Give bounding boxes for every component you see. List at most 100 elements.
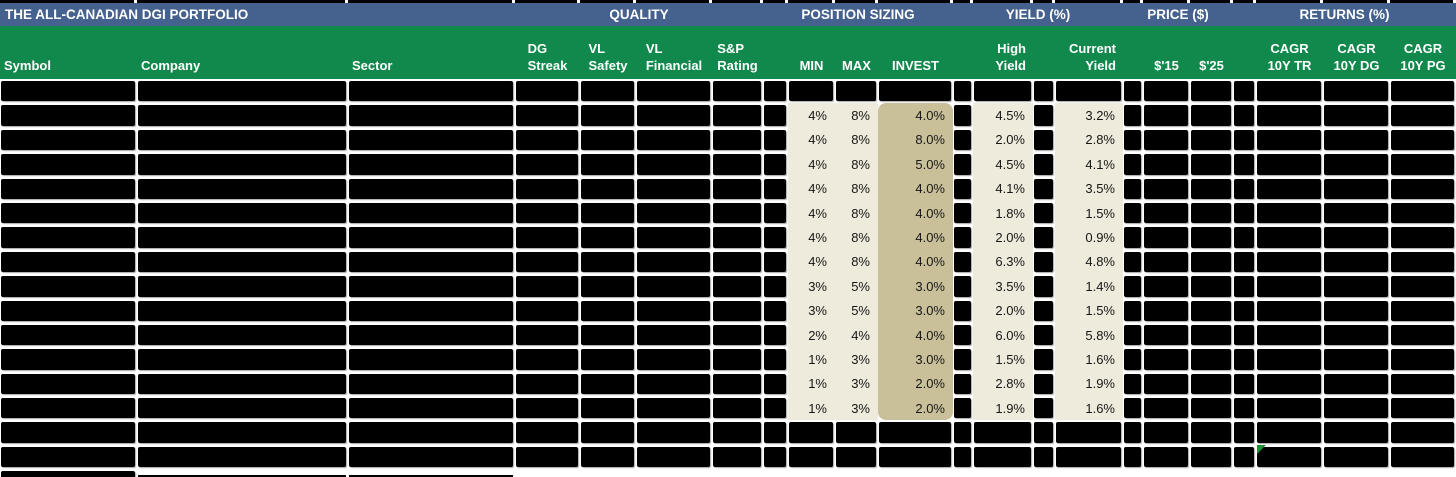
cell-current-yield[interactable]: 1.6% bbox=[1085, 400, 1115, 416]
cell-high-yield[interactable]: 1.5% bbox=[973, 347, 1033, 372]
cell-invest[interactable]: 4.0% bbox=[915, 205, 945, 221]
clipped-cell-sector[interactable] bbox=[348, 469, 515, 477]
redacted-cell-cagr-10y-pg[interactable] bbox=[1390, 298, 1456, 323]
cell-invest[interactable]: 5.0% bbox=[915, 156, 945, 172]
redacted-cell-vl-safety[interactable] bbox=[580, 103, 636, 128]
redacted-cell-gap-c[interactable] bbox=[1033, 444, 1055, 470]
redacted-cell-gap-d[interactable] bbox=[1123, 322, 1143, 348]
cell-current-yield[interactable]: 4.8% bbox=[1055, 249, 1123, 275]
redacted-cell-gap-b[interactable] bbox=[953, 176, 973, 201]
cell-high-yield[interactable]: 1.9% bbox=[973, 396, 1033, 421]
cell-high-yield[interactable]: 4.5% bbox=[995, 156, 1025, 172]
redacted-cell-cagr-10y-dg[interactable] bbox=[1323, 347, 1390, 372]
redacted-cell-sector[interactable] bbox=[348, 225, 515, 250]
cell-max[interactable]: 8% bbox=[835, 249, 878, 275]
redacted-cell-cagr-10y-tr[interactable] bbox=[1256, 176, 1323, 201]
redacted-cell-price-2025[interactable] bbox=[1190, 249, 1233, 275]
redacted-cell-current-yield[interactable] bbox=[1055, 79, 1123, 104]
cell-high-yield[interactable]: 6.3% bbox=[995, 254, 1025, 270]
cell-min[interactable]: 3% bbox=[808, 303, 827, 319]
redacted-cell-company[interactable] bbox=[137, 298, 348, 323]
redacted-cell-vl-financial[interactable] bbox=[636, 200, 712, 226]
redacted-cell-gap-a[interactable] bbox=[763, 176, 788, 201]
cell-invest[interactable]: 3.0% bbox=[915, 303, 945, 319]
redacted-cell-gap-c[interactable] bbox=[1033, 79, 1055, 104]
redacted-cell-gap-c[interactable] bbox=[1033, 127, 1055, 153]
redacted-cell-gap-e[interactable] bbox=[1233, 347, 1256, 372]
redacted-cell-gap-e[interactable] bbox=[1233, 225, 1256, 250]
clipped-cell-max[interactable] bbox=[835, 469, 878, 477]
redacted-cell-gap-c[interactable] bbox=[1033, 225, 1055, 250]
cell-invest[interactable]: 3.0% bbox=[878, 298, 953, 323]
redacted-cell-price-2025[interactable] bbox=[1190, 347, 1233, 372]
cell-invest[interactable]: 2.0% bbox=[915, 400, 945, 416]
cell-invest[interactable]: 8.0% bbox=[915, 132, 945, 148]
redacted-cell-gap-e[interactable] bbox=[1233, 176, 1256, 201]
redacted-cell-sector[interactable] bbox=[348, 249, 515, 275]
cell-current-yield[interactable]: 1.5% bbox=[1055, 200, 1123, 226]
redacted-cell-price-2015[interactable] bbox=[1143, 347, 1190, 372]
redacted-cell-price-2015[interactable] bbox=[1143, 322, 1190, 348]
redacted-cell-vl-financial[interactable] bbox=[636, 249, 712, 275]
redacted-cell-symbol[interactable] bbox=[0, 200, 137, 226]
redacted-cell-gap-c[interactable] bbox=[1033, 347, 1055, 372]
redacted-cell-gap-d[interactable] bbox=[1123, 298, 1143, 323]
cell-invest[interactable]: 4.0% bbox=[878, 322, 953, 348]
cell-current-yield[interactable]: 1.6% bbox=[1055, 396, 1123, 421]
redacted-cell-gap-c[interactable] bbox=[1033, 322, 1055, 348]
cell-min[interactable]: 4% bbox=[788, 103, 835, 128]
redacted-cell-company[interactable] bbox=[137, 396, 348, 421]
redacted-cell-dg-streak[interactable] bbox=[515, 103, 580, 128]
cell-max[interactable]: 8% bbox=[851, 205, 870, 221]
cell-min[interactable]: 4% bbox=[788, 127, 835, 153]
redacted-cell-min[interactable] bbox=[788, 444, 835, 470]
cell-current-yield[interactable]: 4.8% bbox=[1085, 254, 1115, 270]
redacted-cell-gap-e[interactable] bbox=[1233, 274, 1256, 299]
redacted-cell-price-2015[interactable] bbox=[1143, 200, 1190, 226]
clipped-cell-gap-e[interactable] bbox=[1233, 469, 1256, 477]
redacted-cell-gap-a[interactable] bbox=[763, 225, 788, 250]
redacted-cell-vl-safety[interactable] bbox=[580, 274, 636, 299]
redacted-cell-sector[interactable] bbox=[348, 200, 515, 226]
cell-high-yield[interactable]: 2.8% bbox=[995, 376, 1025, 392]
redacted-cell-cagr-10y-pg[interactable] bbox=[1390, 103, 1456, 128]
redacted-cell-symbol[interactable] bbox=[0, 298, 137, 323]
redacted-cell-cagr-10y-tr[interactable] bbox=[1256, 249, 1323, 275]
redacted-cell-company[interactable] bbox=[137, 420, 348, 445]
cell-max[interactable]: 8% bbox=[851, 230, 870, 246]
cell-invest[interactable]: 3.0% bbox=[915, 351, 945, 367]
redacted-cell-vl-safety[interactable] bbox=[580, 396, 636, 421]
redacted-cell-current-yield[interactable] bbox=[1055, 420, 1123, 445]
redacted-cell-current-yield[interactable] bbox=[1055, 444, 1123, 470]
redacted-cell-cagr-10y-pg[interactable] bbox=[1390, 200, 1456, 226]
redacted-cell-gap-d[interactable] bbox=[1123, 225, 1143, 250]
cell-high-yield[interactable]: 3.5% bbox=[973, 274, 1033, 299]
redacted-cell-gap-a[interactable] bbox=[763, 396, 788, 421]
cell-min[interactable]: 1% bbox=[788, 371, 835, 397]
redacted-cell-vl-financial[interactable] bbox=[636, 225, 712, 250]
redacted-cell-sector[interactable] bbox=[348, 298, 515, 323]
redacted-cell-vl-financial[interactable] bbox=[636, 79, 712, 104]
redacted-cell-gap-b[interactable] bbox=[953, 249, 973, 275]
redacted-cell-vl-safety[interactable] bbox=[580, 420, 636, 445]
clipped-cell-price-2015[interactable] bbox=[1143, 469, 1190, 477]
clipped-cell-high-yield[interactable] bbox=[973, 469, 1033, 477]
cell-high-yield[interactable]: 1.8% bbox=[973, 200, 1033, 226]
redacted-cell-price-2015[interactable] bbox=[1143, 152, 1190, 177]
cell-invest[interactable]: 3.0% bbox=[878, 347, 953, 372]
cell-min[interactable]: 4% bbox=[788, 249, 835, 275]
redacted-cell-gap-c[interactable] bbox=[1033, 298, 1055, 323]
redacted-cell-sector[interactable] bbox=[348, 396, 515, 421]
clipped-cell-dg-streak[interactable] bbox=[515, 469, 580, 477]
cell-high-yield[interactable]: 1.5% bbox=[995, 351, 1025, 367]
redacted-cell-vl-safety[interactable] bbox=[580, 176, 636, 201]
redacted-cell-gap-b[interactable] bbox=[953, 103, 973, 128]
redacted-cell-price-2025[interactable] bbox=[1190, 371, 1233, 397]
redacted-cell-price-2025[interactable] bbox=[1190, 200, 1233, 226]
redacted-cell-symbol[interactable] bbox=[0, 152, 137, 177]
cell-high-yield[interactable]: 2.0% bbox=[995, 230, 1025, 246]
clipped-cell-price-2025[interactable] bbox=[1190, 469, 1233, 477]
redacted-cell-cagr-10y-tr[interactable] bbox=[1256, 396, 1323, 421]
redacted-cell-gap-b[interactable] bbox=[953, 298, 973, 323]
redacted-cell-price-2015[interactable] bbox=[1143, 396, 1190, 421]
